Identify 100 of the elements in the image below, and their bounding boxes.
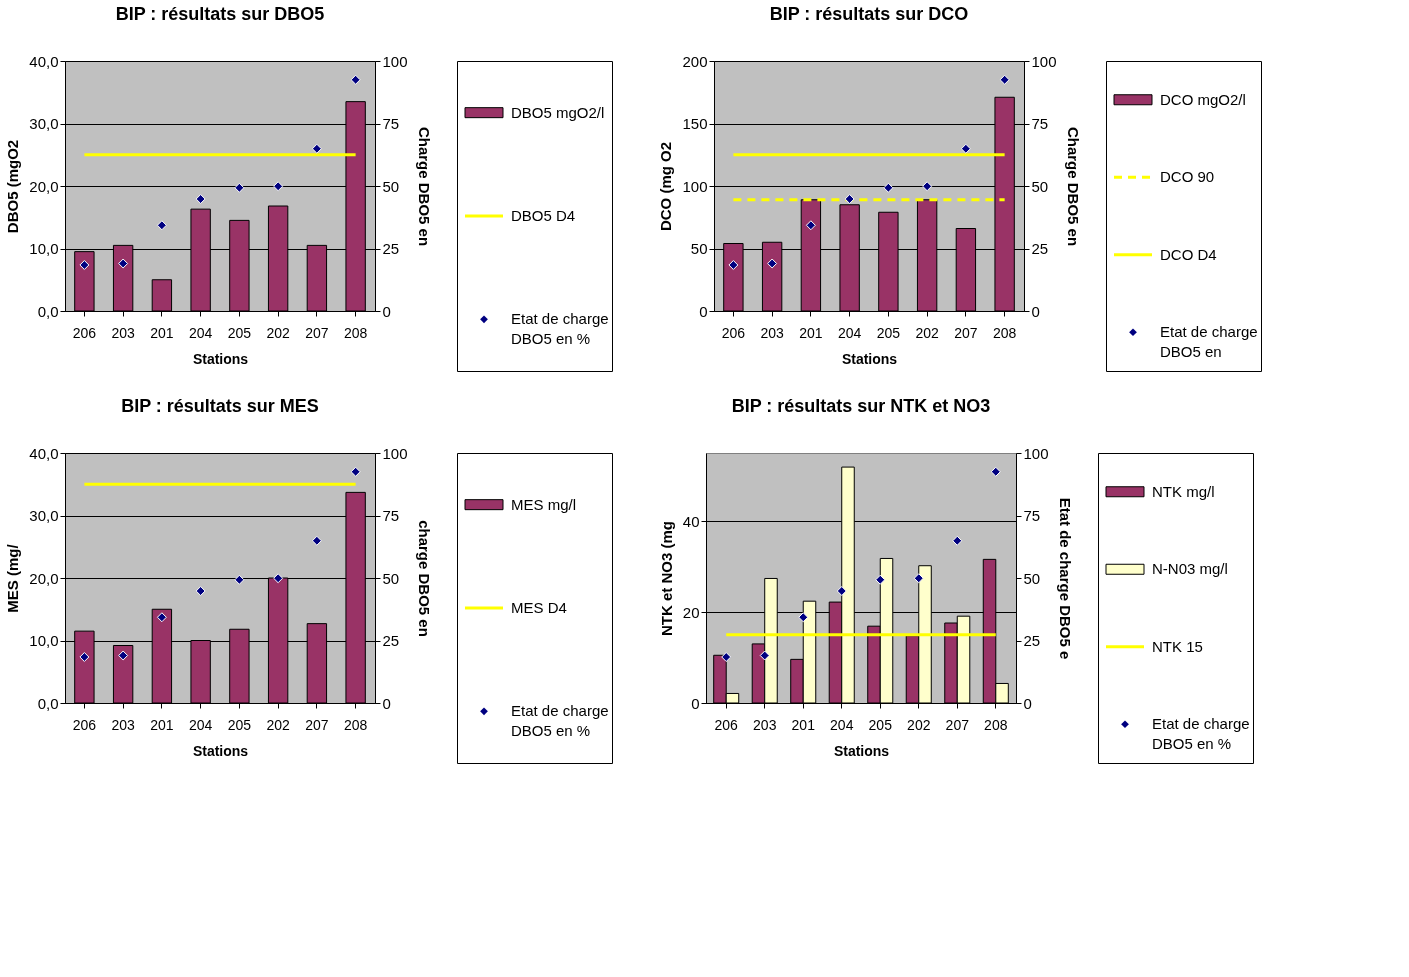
y2-tick-label: 100 [1031, 52, 1057, 70]
x-tick-label: 205 [868, 716, 893, 733]
y-tick-label: 100 [682, 177, 708, 195]
legend-label: Etat de charge DBO5 en % [511, 702, 609, 740]
x-tick-label: 208 [343, 716, 368, 733]
y2-tick-label: 50 [1031, 177, 1049, 195]
y2-axis-title: charge DBO5 en [415, 520, 433, 637]
y-tick-label: 20,0 [29, 569, 59, 587]
point [156, 220, 167, 231]
y2-tick-label: 0 [382, 694, 391, 712]
x-tick-label: 207 [954, 324, 978, 341]
legend-label: Etat de charge DBO5 en % [511, 310, 609, 348]
y-tick-label: 150 [682, 115, 708, 132]
y2-tick-label: 25 [382, 632, 400, 649]
point [913, 573, 924, 584]
x-tick-label: 207 [305, 716, 329, 733]
y-axis-title: DCO (mg O2 [657, 141, 675, 232]
y-tick-label: 30,0 [29, 507, 59, 524]
point [767, 258, 778, 269]
point [79, 260, 90, 270]
x-tick-label: 204 [830, 716, 854, 733]
y-tick-label: 20 [682, 603, 700, 621]
x-tick-label: 204 [188, 716, 213, 733]
x-tick-label: 202 [907, 716, 931, 733]
x-tick-label: 203 [760, 324, 785, 341]
legend-label: N-N03 mg/l [1152, 560, 1228, 578]
legend-label: Etat de charge DBO5 en [1160, 323, 1258, 361]
x-tick-label: 201 [150, 324, 174, 341]
legend-label: Etat de charge DBO5 en % [1152, 715, 1250, 753]
legend-label: MES mg/l [511, 495, 577, 513]
y2-tick-label: 0 [1031, 302, 1040, 320]
x-axis-title: Stations [192, 742, 249, 759]
y-axis-title: DBO5 (mgO2 [4, 139, 22, 234]
x-tick-label: 206 [714, 716, 739, 733]
y2-tick-label: 0 [382, 302, 391, 320]
x-axis-title: Stations [841, 350, 898, 367]
chart-title: BIP : résultats sur DBO5 [115, 4, 325, 24]
y-tick-label: 40,0 [29, 444, 59, 462]
y2-tick-label: 100 [382, 52, 408, 70]
x-tick-label: 203 [111, 324, 136, 341]
legend-label: NTK 15 [1152, 637, 1203, 655]
x-tick-label: 207 [945, 716, 970, 733]
point [350, 466, 361, 477]
legend-label: NTK mg/l [1152, 482, 1215, 500]
y-axis-title: NTK et NO3 (mg [657, 520, 675, 637]
point [805, 220, 816, 231]
y2-tick-label: 75 [1023, 507, 1041, 524]
point [273, 573, 284, 584]
x-tick-label: 206 [721, 324, 746, 341]
legend-label: DBO5 D4 [511, 207, 576, 224]
x-tick-label: 206 [72, 324, 97, 341]
x-tick-label: 205 [227, 716, 252, 733]
legend-label: DBO5 mgO2/l [511, 103, 605, 121]
x-tick-label: 208 [984, 716, 1008, 733]
point [79, 652, 90, 662]
point [311, 535, 322, 546]
point [836, 586, 847, 596]
point [156, 612, 167, 623]
y2-tick-label: 75 [382, 115, 400, 132]
point [234, 574, 245, 585]
legend-label: DCO D4 [1160, 245, 1217, 263]
x-axis-title: Stations [833, 742, 890, 759]
y-tick-label: 40 [682, 512, 700, 530]
legend-label: MES D4 [511, 599, 567, 616]
y-tick-label: 0,0 [37, 694, 59, 712]
chart-title: BIP : résultats sur NTK et NO3 [731, 396, 991, 416]
legend-label: DCO mgO2/l [1160, 90, 1246, 108]
y2-tick-label: 25 [382, 240, 400, 257]
y-axis-title: MES (mg/ [4, 543, 22, 613]
x-tick-label: 201 [150, 716, 174, 733]
point [350, 74, 361, 85]
y-tick-label: 10,0 [29, 240, 59, 257]
x-tick-label: 204 [837, 324, 862, 341]
x-axis-title: Stations [192, 350, 249, 367]
x-tick-label: 206 [72, 716, 97, 733]
point [118, 258, 129, 269]
point [759, 650, 770, 661]
point [728, 260, 739, 270]
y2-tick-label: 75 [382, 507, 400, 524]
x-tick-label: 205 [876, 324, 901, 341]
y2-tick-label: 50 [382, 177, 400, 195]
chart-title: BIP : résultats sur DCO [769, 4, 969, 24]
point [952, 535, 963, 546]
y-tick-label: 0 [699, 302, 708, 320]
point [195, 586, 206, 596]
y-tick-label: 20,0 [29, 177, 59, 195]
y2-tick-label: 100 [382, 444, 408, 462]
x-tick-label: 207 [305, 324, 329, 341]
point [844, 194, 855, 204]
y2-tick-label: 50 [382, 569, 400, 587]
point [721, 652, 732, 662]
point [875, 574, 886, 585]
x-tick-label: 208 [992, 324, 1017, 341]
point [798, 612, 809, 623]
point [922, 181, 933, 192]
point [118, 650, 129, 661]
x-tick-label: 203 [111, 716, 136, 733]
y-tick-label: 50 [690, 240, 708, 257]
point [311, 143, 322, 154]
x-tick-label: 202 [266, 716, 291, 733]
